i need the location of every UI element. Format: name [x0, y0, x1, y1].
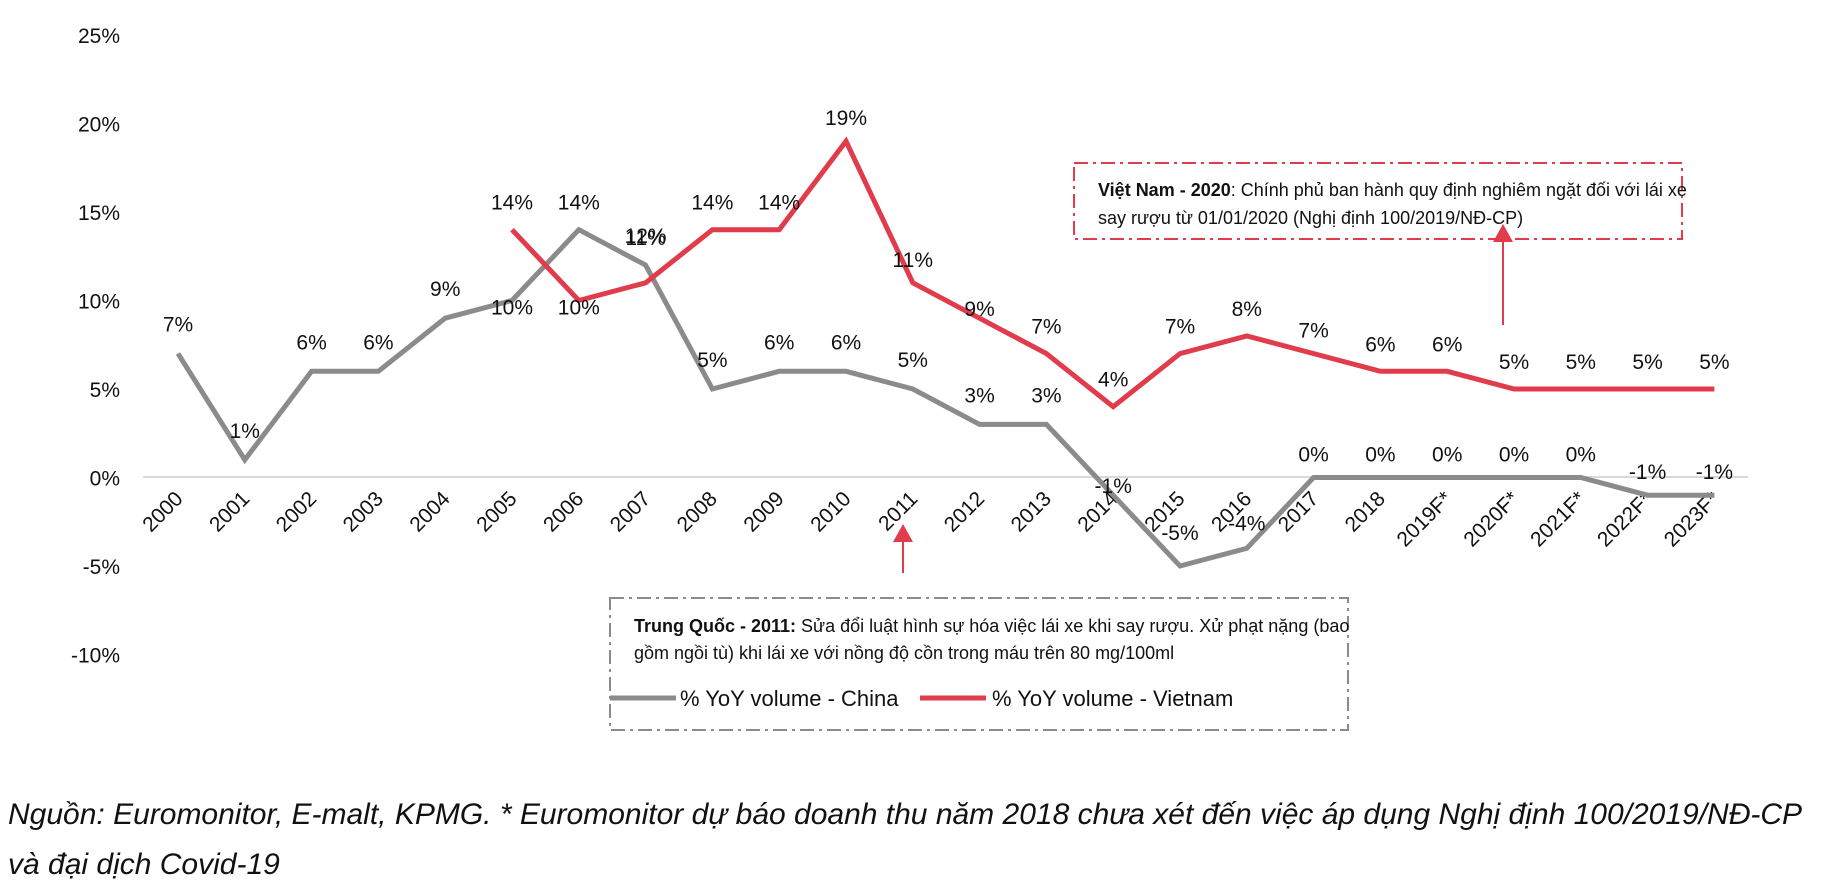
x-tick-label: 2005 [472, 487, 521, 536]
y-tick-label: 25% [78, 25, 120, 48]
x-tick-label: 2009 [739, 487, 788, 536]
china-data-label: 5% [697, 349, 727, 372]
china-data-label: 0% [1365, 444, 1395, 467]
x-tick-label: 2001 [205, 487, 254, 536]
x-tick-label: 2007 [606, 487, 655, 536]
x-tick-label: 2010 [806, 487, 855, 536]
china-data-label: 6% [296, 331, 326, 354]
china-data-label: -1% [1629, 461, 1666, 484]
arrow-up-icon [1493, 224, 1513, 242]
x-tick-label: 2006 [539, 487, 588, 536]
china-data-label: 5% [898, 349, 928, 372]
data-labels: 7% 1% 6% 6% 9% 10% 10% 12% 5% 6% 6% 5% 3% 3% -1% -5% -4%… [163, 107, 1733, 545]
vietnam-data-label: 11% [625, 227, 665, 250]
x-tick-label: 2021F* [1526, 487, 1590, 551]
source-note: Nguồn: Euromonitor, E-malt, KPMG. * Euro… [8, 798, 1801, 881]
x-tick-label: 2018 [1341, 487, 1390, 536]
legend: % YoY volume - China % YoY volume - Viet… [610, 686, 1233, 711]
y-tick-label: 20% [78, 114, 120, 137]
x-tick-label: 2012 [940, 487, 989, 536]
china-data-label: 10% [491, 297, 533, 320]
china-data-label: 6% [831, 331, 861, 354]
china-data-label: 0% [1432, 444, 1462, 467]
series-line-china [175, 226, 1715, 569]
china-annotation-box [609, 597, 1349, 731]
china-annotation-line1: Trung Quốc - 2011: Sửa đổi luật hình sự … [634, 616, 1349, 636]
china-data-label: -5% [1161, 522, 1198, 545]
vietnam-data-label: 6% [1432, 333, 1462, 356]
vietnam-data-label: 5% [1499, 351, 1529, 374]
china-data-label: -4% [1228, 512, 1265, 535]
vietnam-data-label: 6% [1365, 333, 1395, 356]
x-tick-label: 2020F* [1459, 487, 1523, 551]
vietnam-annotation: Việt Nam - 2020: Chính phủ ban hành quy … [1073, 162, 1687, 325]
arrow-up-icon [893, 524, 913, 542]
legend-label-vietnam: % YoY volume - Vietnam [992, 686, 1233, 711]
vietnam-data-label: 11% [893, 249, 933, 272]
vietnam-data-label: 8% [1232, 298, 1262, 321]
vietnam-data-label: 14% [558, 192, 600, 215]
china-data-label: 10% [558, 297, 600, 320]
china-data-label: 6% [764, 331, 794, 354]
y-tick-label: -10% [71, 645, 120, 668]
legend-label-china: % YoY volume - China [680, 686, 899, 711]
x-tick-label: 2003 [339, 487, 388, 536]
china-data-label: 0% [1499, 444, 1529, 467]
x-tick-label: 2002 [272, 487, 321, 536]
vietnam-data-label: 5% [1566, 351, 1596, 374]
series-layer [175, 136, 1715, 569]
vietnam-data-label: 14% [691, 192, 733, 215]
china-data-label: -1% [1095, 475, 1132, 498]
x-tick-label: 2013 [1007, 487, 1056, 536]
y-tick-label: 0% [90, 468, 120, 491]
yoy-volume-line-chart: 25% 20% 15% 10% 5% 0% -5% -10% 2000 2001 2002 2003… [71, 25, 1748, 731]
x-tick-label: 2019F* [1393, 487, 1457, 551]
china-data-label: 3% [964, 384, 994, 407]
china-data-label: -1% [1696, 461, 1733, 484]
vietnam-annotation-line1: Việt Nam - 2020: Chính phủ ban hành quy … [1098, 180, 1687, 200]
vietnam-data-label: 7% [1298, 320, 1328, 343]
china-data-label: 1% [230, 420, 260, 443]
x-axis: 2000 2001 2002 2003 2004 2005 2006 2007 2008 2009… [138, 487, 1724, 551]
y-axis: 25% 20% 15% 10% 5% 0% -5% -10% [71, 25, 120, 668]
china-data-label: 6% [363, 331, 393, 354]
vietnam-data-label: 14% [491, 192, 533, 215]
y-tick-label: -5% [83, 556, 120, 579]
vietnam-data-label: 19% [825, 107, 867, 130]
vietnam-data-label: 14% [758, 192, 800, 215]
x-tick-label: 2008 [673, 487, 722, 536]
vietnam-data-label: 7% [1165, 316, 1195, 339]
china-annotation: Trung Quốc - 2011: Sửa đổi luật hình sự … [609, 524, 1349, 731]
china-annotation-line2: gồm ngồi tù) khi lái xe với nồng độ cồn … [634, 643, 1174, 663]
vietnam-data-label: 4% [1098, 369, 1128, 392]
y-tick-label: 5% [90, 379, 120, 402]
x-tick-label: 2004 [405, 487, 455, 537]
china-data-label: 12% [625, 225, 667, 248]
y-tick-label: 10% [78, 291, 120, 314]
china-data-label: 3% [1031, 384, 1061, 407]
y-tick-label: 15% [78, 202, 120, 225]
china-data-label: 7% [163, 314, 193, 337]
vietnam-data-label: 5% [1699, 351, 1729, 374]
china-data-label: 0% [1298, 444, 1328, 467]
china-data-label: 9% [430, 278, 460, 301]
vietnam-annotation-box [1073, 162, 1683, 240]
vietnam-data-label: 9% [964, 298, 994, 321]
vietnam-data-label: 5% [1632, 351, 1662, 374]
x-tick-label: 2011 [874, 487, 922, 535]
vietnam-data-label: 7% [1031, 316, 1061, 339]
vietnam-annotation-line2: say rượu từ 01/01/2020 (Nghị định 100/20… [1098, 208, 1523, 228]
x-tick-label: 2000 [138, 487, 187, 536]
china-annotation-title: Trung Quốc - 2011: [634, 616, 796, 636]
vietnam-annotation-title: Việt Nam - 2020 [1098, 180, 1231, 200]
china-data-label: 0% [1566, 444, 1596, 467]
